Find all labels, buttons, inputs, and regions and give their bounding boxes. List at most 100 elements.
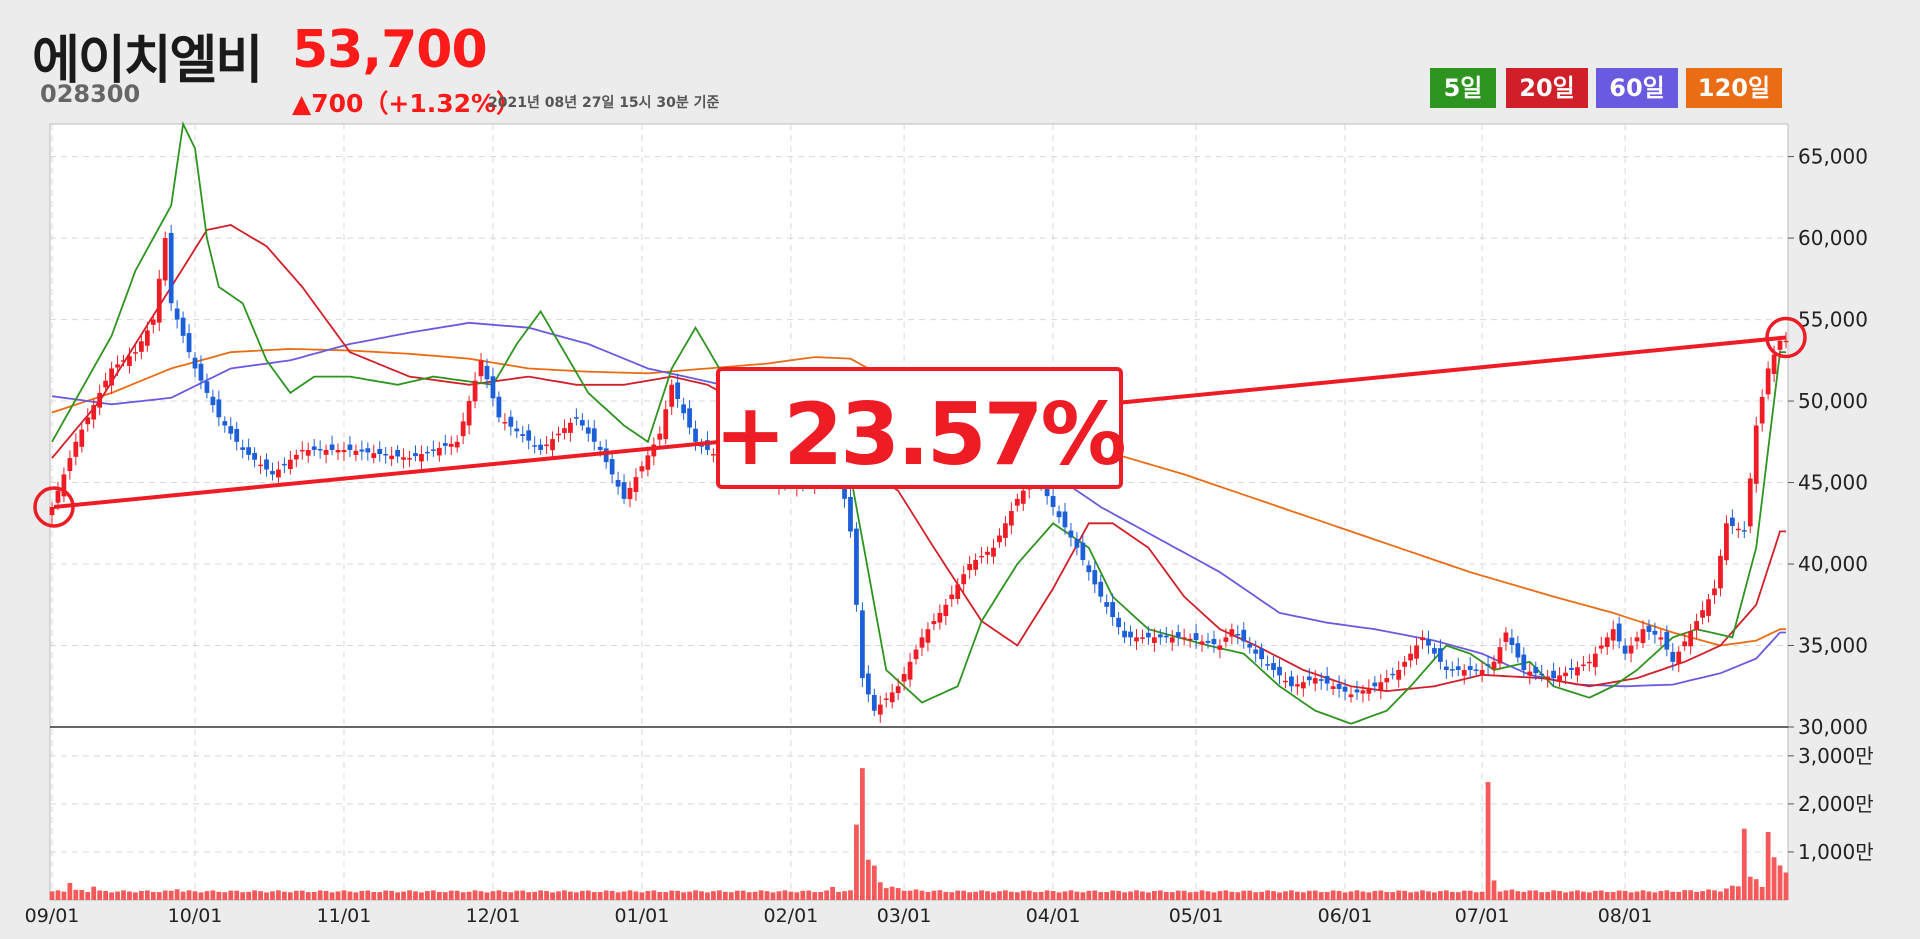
volume-bar [1432, 892, 1437, 900]
candle-body [1193, 633, 1199, 641]
candle-body [109, 368, 114, 386]
volume-bar [287, 892, 293, 900]
candle-body [1533, 667, 1539, 674]
candle-body [1634, 637, 1640, 642]
candle-body [1062, 511, 1068, 528]
candle-body [1479, 669, 1485, 675]
volume-bar [1038, 891, 1044, 900]
candle-body [1312, 678, 1318, 684]
volume-bar [1294, 891, 1300, 900]
candle-body [871, 694, 877, 711]
volume-bars [49, 768, 1789, 900]
volume-bar [711, 891, 716, 900]
volume-bar [282, 891, 287, 900]
candle-body [609, 459, 615, 475]
volume-bar [1467, 890, 1473, 900]
candle-body [1467, 666, 1473, 670]
candle-body [597, 446, 603, 450]
volume-bar [1277, 892, 1282, 900]
volume-bar [1634, 891, 1640, 900]
candle-body [49, 506, 55, 516]
volume-bar [1783, 872, 1789, 900]
legend-ma5[interactable]: 5일 [1430, 68, 1496, 108]
candle-body [1747, 478, 1753, 527]
candle-body [985, 551, 990, 555]
volume-bar [848, 890, 853, 900]
candle-body [1408, 653, 1413, 661]
volume-bar [1086, 890, 1092, 900]
legend-ma120[interactable]: 120일 [1686, 68, 1782, 108]
vol-tick-label: 2,000만 [1798, 792, 1874, 816]
volume-bar [252, 890, 257, 900]
candle-body [1557, 675, 1562, 682]
volume-bar [925, 891, 931, 900]
candle-body [1080, 542, 1086, 560]
volume-bar [109, 892, 114, 900]
candle-body [1289, 676, 1294, 687]
candle-body [1086, 565, 1092, 573]
candle-body [1056, 511, 1062, 518]
candle-body [1235, 633, 1241, 636]
volume-bar [478, 891, 484, 900]
candle-body [895, 686, 901, 694]
candle-body [121, 360, 126, 362]
candle-body [1122, 630, 1127, 638]
candle-body [1175, 632, 1181, 638]
candle-body [1366, 688, 1372, 694]
legend-ma20-label: 20일 [1519, 74, 1575, 102]
candle-body [55, 490, 61, 503]
legend-ma20[interactable]: 20일 [1506, 68, 1588, 108]
candle-body [657, 433, 663, 440]
candle-body [1539, 673, 1545, 676]
trend-start-circle [33, 486, 75, 528]
candle-body [436, 447, 442, 456]
candle-body [216, 399, 222, 418]
candle-body [138, 341, 144, 352]
volume-bar [442, 892, 448, 900]
candle-body [633, 477, 639, 493]
volume-bar [693, 890, 698, 900]
candle-body [133, 352, 138, 354]
volume-bar [180, 891, 186, 900]
volume-bar [359, 890, 365, 900]
volume-bar [1604, 892, 1610, 900]
candle-body [687, 408, 692, 428]
candle-body [150, 319, 156, 325]
volume-bar [425, 891, 430, 900]
legend-ma60[interactable]: 60일 [1596, 68, 1678, 108]
volume-bar [1229, 891, 1235, 900]
candle-body [1563, 672, 1568, 677]
volume-bar [186, 890, 192, 900]
candle-body [1354, 689, 1360, 693]
x-tick-label: 10/01 [168, 905, 223, 927]
volume-bar [758, 890, 764, 900]
candle-body [484, 365, 490, 380]
volume-bar [401, 891, 406, 900]
volume-bar [156, 892, 162, 900]
candle-body [639, 466, 645, 472]
volume-bar [734, 890, 740, 900]
candle-body [1545, 676, 1551, 679]
candle-body [1569, 667, 1574, 670]
volume-bar [1193, 891, 1199, 900]
y-tick-label: 45,000 [1798, 471, 1868, 495]
candle-body [478, 360, 484, 377]
volume-bar [258, 891, 263, 900]
volume-bar [329, 892, 335, 900]
volume-bar [472, 890, 478, 900]
candle-body [860, 610, 865, 679]
volume-bar [621, 891, 627, 900]
volume-bar [931, 890, 937, 900]
candle-body [85, 417, 91, 425]
volume-bar [1610, 892, 1616, 900]
candle-body [204, 381, 210, 393]
volume-bar [746, 892, 752, 900]
volume-bar [824, 890, 830, 900]
volume-bar [1265, 890, 1270, 900]
candle-body [919, 637, 925, 648]
volume-bar [562, 890, 567, 900]
volume-bar [436, 891, 442, 900]
candle-body [931, 621, 937, 625]
candle-body [1372, 682, 1378, 687]
candle-body [192, 357, 198, 369]
